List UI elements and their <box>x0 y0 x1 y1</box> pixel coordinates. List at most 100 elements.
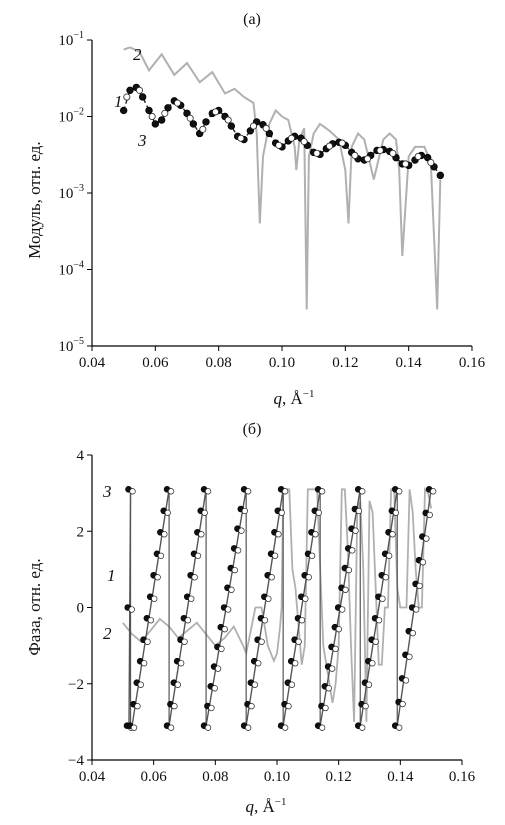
panel-a-label: (а) <box>243 11 261 28</box>
panel-b-series-3-point <box>362 703 369 710</box>
panel-b-series-3-point <box>234 547 242 554</box>
panel-a-y-tick-label: 10−3 <box>58 183 84 202</box>
panel-b-y-tick-label: 2 <box>77 524 85 540</box>
panel-a-series-1-point <box>436 171 445 180</box>
panel-b-series-3-point <box>319 488 326 495</box>
panel-b-series-3-point <box>399 700 406 708</box>
panel-a-x-tick-label: 0.10 <box>269 355 295 371</box>
panel-b-series-2-line <box>122 486 433 722</box>
panel-b-ramp-line <box>131 489 170 726</box>
panel-a-y-tick-label: 10−5 <box>58 336 84 355</box>
panel-a-series-2-line <box>123 46 442 310</box>
panel-a-y-tick-label: 10−1 <box>58 30 84 49</box>
panel-b-y-tick-label: −2 <box>68 677 84 693</box>
panel-b-series-3-point <box>214 665 222 672</box>
panel-b-series-3-point <box>167 724 175 731</box>
panel-b-series-3-point <box>161 531 168 538</box>
panel-b-series-3-point <box>406 653 413 660</box>
panel-b-x-tick-label: 0.06 <box>141 769 168 785</box>
panel-b-series-3-point <box>245 488 252 495</box>
panel-b-ramp-line <box>168 489 207 726</box>
panel-b-series-3-point <box>342 586 349 593</box>
panel-b-series-3-point <box>322 704 329 712</box>
panel-a-x-axis-label-var: q <box>274 389 283 408</box>
panel-b-series-3-point <box>339 606 346 613</box>
panel-b-series-3-point <box>419 559 427 566</box>
panel-a-series-1-point <box>157 116 166 124</box>
panel-b-series-3-point <box>382 574 389 581</box>
panel-b-series-3-point <box>308 552 316 559</box>
panel-a-x-tick-label: 0.16 <box>459 355 486 371</box>
panel-a-x-axis-label: q, Å−1 <box>274 388 315 408</box>
panel-b-y-tick-label: 4 <box>77 448 85 464</box>
panel-a-curve-label-1: 1 <box>114 92 123 111</box>
panel-b-x-axis-label-var: q <box>246 797 255 816</box>
panel-b-label: (б) <box>243 421 262 438</box>
panel-b-series-3-point <box>171 703 178 710</box>
panel-a-series-3-point <box>135 86 143 94</box>
panel-b-series-3-point <box>325 685 332 692</box>
panel-a-series-3-point <box>313 149 321 157</box>
panel-a-x-tick-label: 0.06 <box>142 355 169 371</box>
panel-b-series-3-point <box>268 574 275 581</box>
panel-b-series-3-point <box>147 617 155 624</box>
panel-b-series-3-point <box>231 566 238 574</box>
panel-a-x-tick-label: 0.08 <box>206 355 232 371</box>
panel-b-series-3-point <box>319 724 326 731</box>
panel-b-y-tick-label: 0 <box>77 601 85 617</box>
panel-b-x-axis-label-unit: , Å <box>254 797 276 816</box>
panel-b-series-3-point <box>329 665 336 672</box>
panel-b-series-3-point <box>255 660 262 667</box>
panel-b-series-3-point <box>218 645 225 653</box>
panel-b-y-tick-label: −4 <box>68 753 84 769</box>
panel-a-series-3-point <box>401 160 409 168</box>
panel-a-series-3-point <box>338 139 346 147</box>
panel-b-series-3-point <box>392 509 400 516</box>
panel-b-curve-label-1: 1 <box>107 566 116 585</box>
panel-b-curve-label-2: 2 <box>103 624 112 643</box>
panel-a-series-1-point <box>189 120 198 128</box>
panel-b-series-3-point <box>151 595 158 602</box>
panel-b-series-3-point <box>221 626 228 633</box>
panel-b-series-3-point <box>335 626 343 633</box>
panel-a-y-tick-label: 10−4 <box>58 260 84 279</box>
panel-b-series-3-point <box>224 606 232 613</box>
panel-b-series-3-point <box>278 509 285 516</box>
panel-b-series-3-point <box>174 681 181 688</box>
panel-b-series-3-point <box>271 552 279 559</box>
panel-b-series-3-point <box>379 595 386 602</box>
panel-b-series-3-point <box>261 617 269 624</box>
panel-b-plot <box>122 486 437 731</box>
panel-b-series-3-point <box>184 617 192 624</box>
panel-a-series-3-point <box>275 141 283 149</box>
panel-b-series-3-point <box>144 638 151 645</box>
panel-b-series-3-point <box>359 724 366 731</box>
panel-b-x-tick-label: 0.04 <box>79 769 106 785</box>
panel-a-series-3-point <box>173 99 181 107</box>
panel-a-series-3-point <box>249 122 257 130</box>
panel-a-series-3-point <box>237 134 245 142</box>
panel-a-x-tick-label: 0.14 <box>396 355 423 371</box>
panel-b-series-3-point <box>265 595 272 602</box>
panel-b-series-3-point <box>345 566 353 574</box>
panel-a-series-3-point <box>224 116 232 124</box>
panel-b-x-tick-label: 0.12 <box>326 769 352 785</box>
panel-b-series-3-point <box>251 681 259 688</box>
panel-b-series-3-point <box>298 617 306 624</box>
panel-b-series-3-point <box>204 488 212 495</box>
panel-a-axes: 0.04 0.06 0.08 0.10 0.12 0.14 0.16 10−1 10−2 10−3… <box>58 30 485 371</box>
panel-a-series-3-point <box>123 93 131 101</box>
panel-b-series-3-point <box>285 703 292 710</box>
panel-a-y-axis-label: Модуль, отн. ед. <box>25 141 44 258</box>
panel-a-series-3-point <box>262 124 270 132</box>
panel-a-series-3-point <box>211 108 219 116</box>
panel-b-series-3-point <box>375 617 383 624</box>
panel-b-series-3-point <box>188 595 195 602</box>
panel-b-x-tick-label: 0.10 <box>264 769 290 785</box>
panel-a-series-1-point <box>423 153 432 162</box>
panel-b-series-3-point <box>369 660 376 667</box>
panel-b-series-3-point <box>245 724 252 731</box>
panel-b-series-3-point <box>137 681 144 688</box>
panel-b-series-3-point <box>241 507 248 515</box>
panel-b-series-3-point <box>157 552 165 559</box>
